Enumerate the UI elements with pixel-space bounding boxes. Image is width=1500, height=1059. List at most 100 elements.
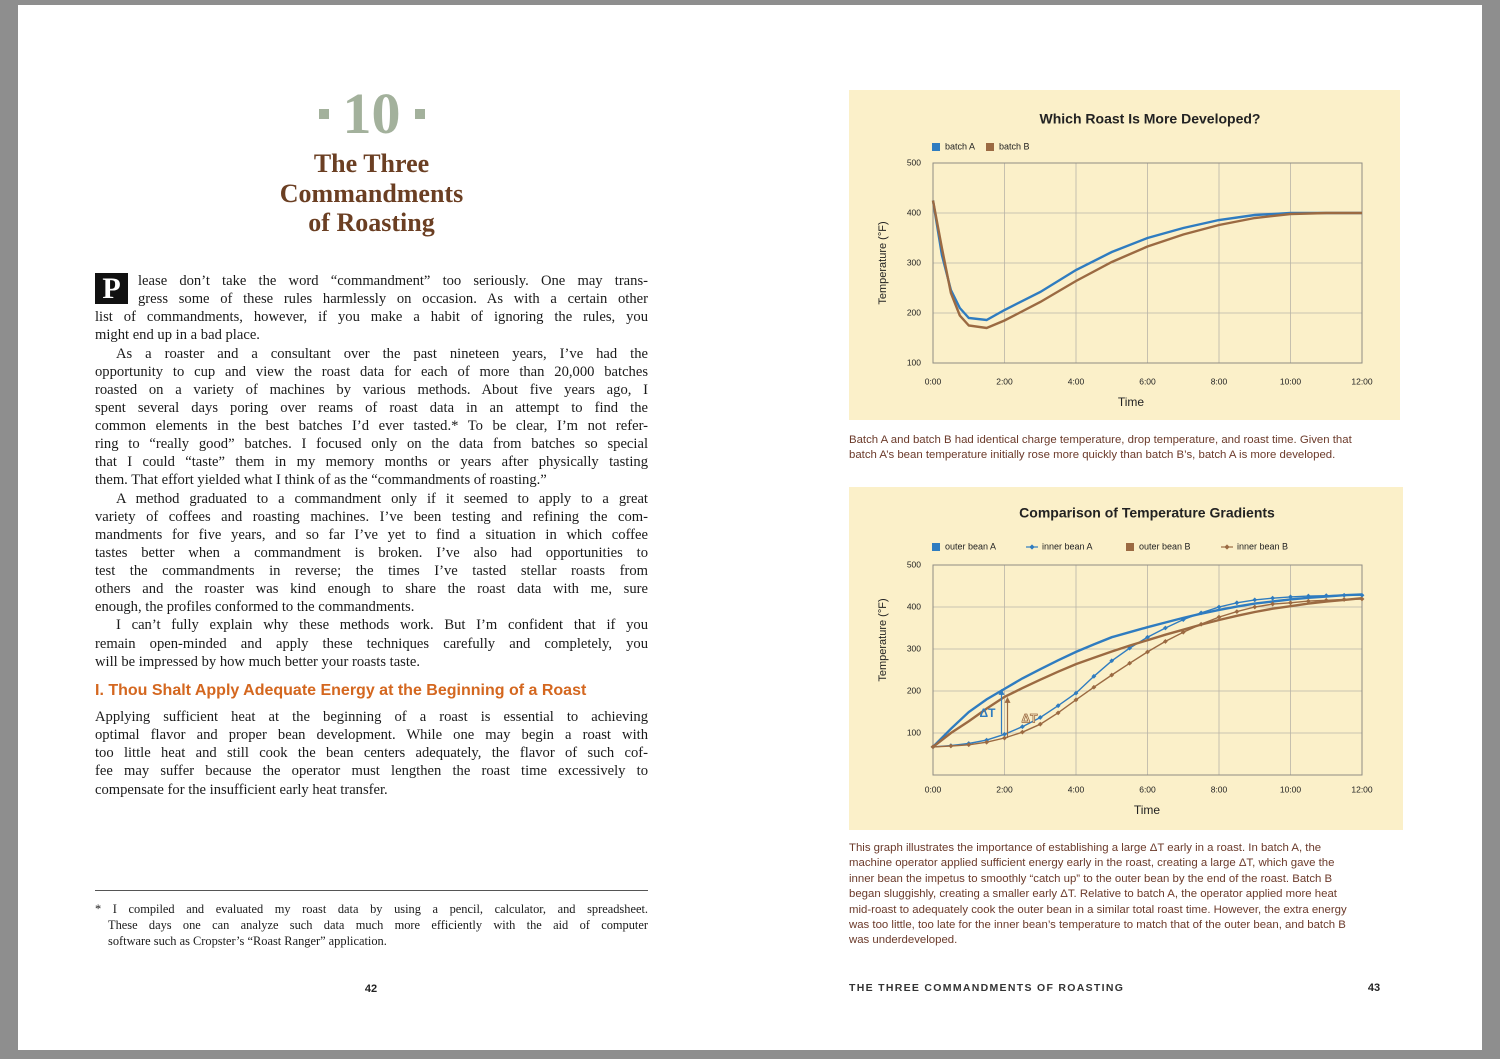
x-tick-label: 10:00 [1280, 376, 1302, 386]
text-line: others and the roaster was kind enough t… [95, 581, 648, 598]
caption-line: was underdeveloped. [849, 934, 958, 947]
x-tick-label: 12:00 [1351, 376, 1373, 386]
section-text: Applying sufficient heat at the beginnin… [95, 708, 648, 799]
y-axis-title: Temperature (°F) [877, 598, 889, 681]
data-point [1145, 634, 1150, 640]
data-point [1198, 610, 1204, 616]
text-line: enough, the profiles conformed to the co… [95, 599, 415, 616]
page-number: 43 [1367, 982, 1381, 994]
x-tick-label: 6:00 [1139, 376, 1156, 386]
figure-caption: This graph illustrates the importance of… [849, 841, 1347, 949]
chart: Comparison of Temperature Gradients 100 20… [849, 487, 1403, 830]
data-point [1252, 604, 1258, 610]
y-axis-title: Temperature (°F) [877, 221, 889, 304]
data-point [1216, 614, 1222, 620]
text-line: I can’t fully explain why these methods … [116, 617, 648, 634]
figure-caption: Batch A and batch B had identical charge… [849, 433, 1352, 464]
x-tick-label: 4:00 [1068, 784, 1085, 794]
text-line: lease don’t take the word “commandment” … [138, 273, 648, 289]
data-point [1019, 729, 1025, 735]
text-line: opportunity to cup and view the roast da… [95, 363, 648, 380]
x-axis-title: Time [1118, 395, 1145, 409]
chapter-title-line: Commandments [279, 178, 464, 208]
data-point [966, 742, 972, 748]
chart-title: Which Roast Is More Developed? [1040, 111, 1261, 127]
data-point [1109, 658, 1115, 664]
legend-label: inner bean A [1042, 541, 1093, 551]
x-tick-label: 8:00 [1211, 376, 1228, 386]
data-point [1252, 597, 1258, 603]
text-line: mandments for five years, and so far I’v… [95, 526, 648, 543]
text-line: roasted on a variety of machines by vari… [95, 381, 648, 398]
text-line: test the commandments in reverse; the ti… [95, 563, 648, 579]
section-heading: I. Thou Shalt Apply Adequate Energy at t… [95, 682, 587, 699]
x-tick-label: 0:00 [925, 784, 942, 794]
text-line: tastes better when a commandment is brok… [95, 544, 648, 561]
text-line: optimal flavor and proper bean developme… [95, 727, 648, 744]
chart-panel [849, 90, 1400, 420]
data-point [1055, 710, 1061, 716]
data-point [1145, 649, 1150, 655]
series-line [931, 200, 1362, 322]
footnote-line: These days one can analyze such data muc… [108, 918, 648, 932]
footnote-rule [95, 890, 648, 891]
caption-line: was too little, too late for the inner b… [849, 919, 1346, 932]
y-tick-label: 100 [907, 727, 921, 737]
data-point [1341, 597, 1347, 602]
y-tick-label: 100 [907, 357, 921, 367]
body-text: lease don’t take the word “commandment” … [95, 272, 648, 671]
x-tick-label: 0:00 [925, 376, 942, 386]
chapter-number-block: 10 [95, 80, 648, 147]
data-point [1037, 715, 1043, 720]
text-line: them. That effort yielded what I think o… [95, 472, 547, 489]
data-point [1323, 597, 1329, 603]
data-point [1234, 609, 1240, 615]
chart-panel [849, 487, 1403, 830]
data-point [948, 743, 954, 749]
data-point [1288, 600, 1293, 606]
x-tick-label: 10:00 [1280, 784, 1302, 794]
data-point [1305, 598, 1311, 604]
data-point [1002, 735, 1007, 741]
running-footer: THE THREE COMMANDMENTS OF ROASTING [849, 982, 1125, 994]
plot-frame [932, 564, 1363, 776]
chapter-number: 10 [342, 81, 401, 146]
drop-cap: P [95, 273, 128, 304]
series-line [932, 597, 1363, 748]
text-line: ring to “really good” batches. I focused… [95, 436, 648, 453]
data-point [1073, 697, 1079, 703]
data-point [1198, 621, 1204, 627]
x-tick-label: 2:00 [996, 376, 1013, 386]
y-tick-label: 400 [907, 601, 921, 611]
data-point [1109, 672, 1115, 678]
data-point [1091, 684, 1097, 690]
text-line: will be impressed by how much better you… [95, 653, 421, 670]
legend-label: batch B [999, 141, 1030, 151]
text-line: A method graduated to a commandment only… [116, 490, 648, 507]
data-point [1270, 601, 1276, 607]
data-point [1359, 596, 1365, 602]
x-axis-title: Time [1134, 803, 1161, 817]
text-line: that I could “taste” them in my memory m… [95, 454, 648, 471]
data-point [1180, 629, 1186, 635]
y-tick-label: 300 [907, 257, 921, 267]
x-tick-label: 6:00 [1139, 784, 1156, 794]
annotation: ΔT [1022, 712, 1039, 726]
data-point [1359, 592, 1365, 598]
chart: Which Roast Is More Developed? 100 200 300 4… [849, 90, 1400, 420]
legend-icon [986, 143, 994, 151]
text-line: As a roaster and a consultant over the p… [116, 345, 648, 362]
data-point [1127, 645, 1133, 651]
series-line [932, 593, 1363, 748]
text-line: might end up in a bad place. [95, 327, 260, 344]
arrow-head [998, 688, 1005, 695]
data-point [1270, 595, 1276, 601]
chapter-title-line: of Roasting [308, 208, 435, 237]
caption-line: inner bean the impetus to smoothly “catc… [849, 872, 1333, 885]
x-tick-label: 12:00 [1351, 784, 1373, 794]
caption-line: machine operator applied sufficient ener… [849, 857, 1335, 870]
footnote-line: software such as Cropster’s “Roast Range… [108, 934, 387, 948]
text-line: remain open-minded and apply these techn… [95, 635, 648, 652]
text-line: Applying sufficient heat at the beginnin… [95, 709, 648, 725]
